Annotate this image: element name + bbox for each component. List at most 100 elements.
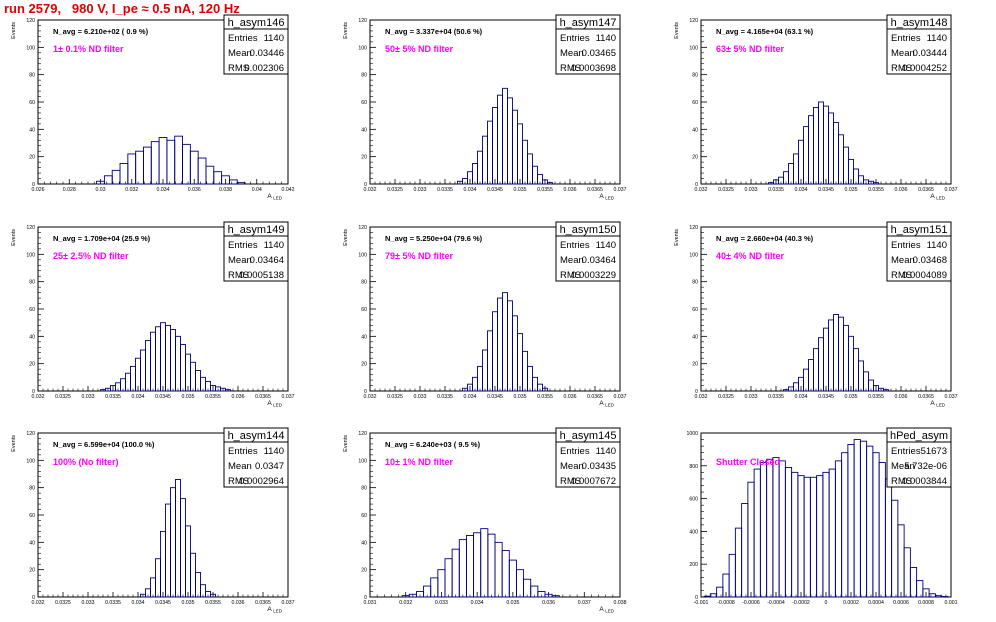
histogram-panel-h_asym148: 0.032 0.0325 0.033 0.0335 0.034 0.0345 0.035 0.… (674, 14, 958, 201)
x-tick-label: 0.033 (82, 600, 95, 606)
histogram-bin (143, 146, 152, 185)
histogram-bin (741, 503, 749, 598)
x-axis-label-subscript: LED (605, 196, 615, 201)
y-axis-label: Events (674, 22, 680, 39)
stats-rms-label: RMS (228, 63, 249, 74)
histogram-bin (517, 333, 523, 392)
histogram-bins (96, 135, 246, 185)
stats-mean-label: Mean (228, 461, 252, 472)
y-tick-label: 80 (692, 73, 698, 79)
filter-annotation: 79± 5% ND filter (385, 251, 453, 261)
x-tick-label: 0 (825, 600, 828, 606)
x-tick-label: -0.0008 (717, 600, 735, 606)
histogram-bin (778, 460, 786, 598)
histogram-bin (492, 107, 498, 185)
histogram-bin (522, 350, 528, 392)
filter-annotation: 40± 4% ND filter (716, 251, 784, 261)
histogram-bin (182, 143, 191, 185)
y-tick-label: 20 (692, 155, 698, 161)
histogram-bin (788, 163, 794, 185)
y-tick-label: 0 (364, 389, 367, 395)
stats-box-frame (886, 427, 952, 488)
stats-rms-value: 0.0007672 (571, 476, 616, 487)
y-tick-label: 120 (689, 225, 698, 231)
y-tick-label: 80 (29, 280, 35, 286)
histogram-bin (537, 173, 543, 185)
y-tick-label: 120 (358, 431, 367, 437)
y-tick-label: 200 (689, 562, 698, 568)
histogram-bins (703, 439, 949, 598)
histogram-panel-h_asym147: 0.032 0.0325 0.033 0.0335 0.034 0.0345 0.035 0.… (343, 14, 627, 201)
histogram-bin (542, 387, 548, 392)
x-tick-label: 0.032 (399, 600, 412, 606)
x-tick-label: 0.033 (414, 187, 427, 193)
y-tick-label: 120 (26, 225, 35, 231)
y-tick-label: 0 (364, 595, 367, 601)
page-title: run 2579, 980 V, I_pe ≈ 0.5 nA, 120 Hz (4, 1, 240, 16)
histogram-bin (797, 475, 805, 598)
y-tick-label: 0 (32, 595, 35, 601)
histogram-bin (866, 445, 874, 598)
stats-entries-label: Entries (560, 33, 590, 44)
histogram-bin (170, 329, 176, 392)
histogram-bin (494, 541, 503, 598)
stats-entries-label: Entries (228, 33, 258, 44)
stats-box-title: h_asym148 (891, 17, 948, 29)
histogram-bin (477, 365, 483, 392)
histogram-bins (768, 101, 879, 185)
histogram-bins (462, 292, 548, 392)
stats-box-frame (223, 427, 289, 488)
stats-box-frame (223, 221, 289, 282)
histogram-bin (772, 457, 780, 598)
stats-entries-value: 1140 (264, 33, 284, 44)
y-tick-label: 0 (32, 389, 35, 395)
histogram-bin (160, 530, 166, 598)
histogram-bin (934, 595, 943, 598)
x-tick-label: 0.034 (132, 394, 145, 400)
x-tick-label: 0.034 (795, 187, 808, 193)
x-tick-label: 0.0345 (155, 394, 171, 400)
histogram-bin (818, 101, 824, 185)
histogram-bin (808, 359, 814, 392)
x-tick-label: 0.033 (745, 187, 758, 193)
histogram-bin (512, 109, 518, 185)
x-tick-label: 0.036 (895, 394, 908, 400)
x-tick-label: 0.0355 (868, 394, 884, 400)
x-tick-label: 0.0335 (437, 394, 453, 400)
stats-rms-value: 0.0003698 (571, 63, 616, 74)
histogram-panel-h_asym144: 0.032 0.0325 0.033 0.0335 0.034 0.0345 0.035 0.… (11, 427, 295, 614)
stats-box-title: h_asym145 (560, 430, 617, 442)
histogram-bin (515, 569, 525, 598)
x-tick-label: 0.037 (578, 600, 591, 606)
x-tick-label: 0.036 (564, 394, 577, 400)
histogram-bin (818, 337, 824, 392)
x-tick-label: 0.034 (471, 600, 484, 606)
histogram-bin (165, 503, 171, 598)
stats-entries-value: 1140 (927, 240, 947, 251)
stats-box-title: h_asym149 (228, 224, 285, 236)
x-tick-label: 0.038 (614, 600, 627, 606)
stats-entries-label: Entries (228, 240, 258, 251)
y-tick-label: 80 (692, 280, 698, 286)
y-tick-label: 120 (689, 18, 698, 24)
histogram-bin (909, 567, 918, 598)
stats-box: h_asym148 Entries 1140 Mean0.03444RMS0.0004… (886, 14, 952, 75)
stats-entries-value: 1140 (927, 33, 947, 44)
stats-mean-value: 0.03468 (913, 255, 947, 266)
histogram-bin (512, 315, 518, 392)
y-tick-label: 100 (26, 458, 35, 464)
x-tick-label: 0.0325 (718, 187, 734, 193)
histogram-bin (843, 146, 849, 185)
histogram-bin (487, 330, 493, 392)
x-axis-label-subscript: LED (605, 403, 615, 408)
histogram-bin (753, 468, 761, 598)
stats-box-frame (886, 221, 952, 282)
stats-box-frame (223, 14, 289, 75)
stats-box-title: h_asym150 (560, 224, 617, 236)
x-axis-label-subscript: LED (273, 196, 283, 201)
x-tick-label: 0.036 (232, 394, 245, 400)
histogram-bin (160, 322, 166, 392)
histogram-bin (523, 578, 532, 598)
histogram-bin (897, 524, 905, 598)
stats-entries-label: Entries (891, 446, 921, 457)
